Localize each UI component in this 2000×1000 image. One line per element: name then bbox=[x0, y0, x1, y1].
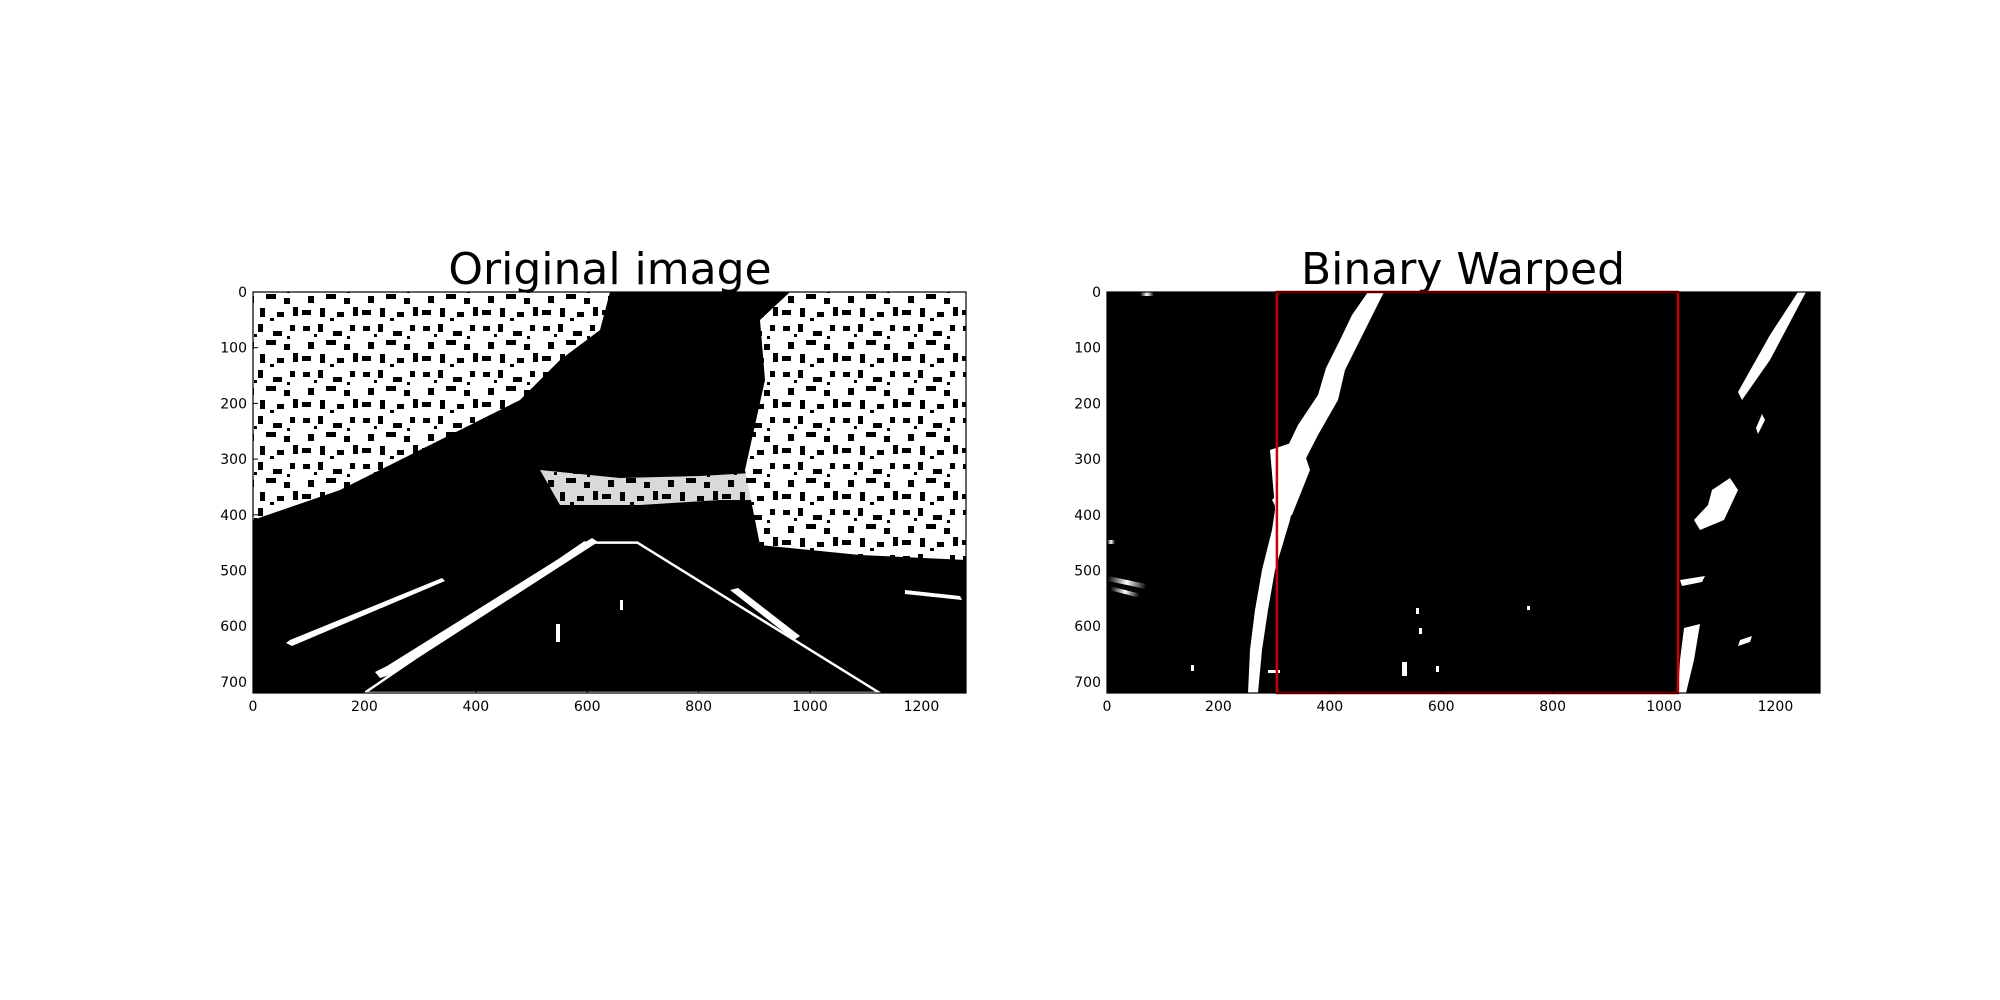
right-lane-blob bbox=[1694, 478, 1738, 530]
edge-streak bbox=[1106, 575, 1147, 590]
y-tick-label: 200 bbox=[1074, 396, 1101, 412]
y-tick-label: 100 bbox=[1074, 341, 1101, 357]
x-tick-label: 1000 bbox=[1646, 699, 1682, 715]
x-tick-label: 0 bbox=[1103, 699, 1112, 715]
x-tick-label: 800 bbox=[1539, 699, 1566, 715]
x-tick-label: 600 bbox=[1428, 699, 1455, 715]
horizon-clutter bbox=[540, 470, 800, 505]
y-tick-label: 300 bbox=[220, 452, 247, 468]
binary-warped-raster bbox=[1106, 292, 1820, 693]
lane-paint-far-right bbox=[905, 590, 962, 600]
road-speck bbox=[1419, 628, 1422, 634]
original-image-title: Original image bbox=[448, 244, 771, 295]
road-speck bbox=[1268, 670, 1280, 673]
image-background bbox=[1107, 292, 1820, 693]
binary-warped-ticks: 0 200 400 600 800 1000 1200 0 100 200 300 400 500 600… bbox=[1074, 285, 1793, 715]
binary-warped-title: Binary Warped bbox=[1301, 244, 1625, 295]
right-lane-blob bbox=[1680, 576, 1705, 586]
lane-paint-right bbox=[730, 588, 800, 640]
x-tick-label: 1000 bbox=[792, 699, 828, 715]
y-tick-label: 600 bbox=[220, 619, 247, 635]
right-lane-blob bbox=[1738, 636, 1752, 646]
y-tick-label: 0 bbox=[1092, 285, 1101, 301]
y-tick-label: 700 bbox=[1074, 675, 1101, 691]
y-tick-label: 400 bbox=[220, 508, 247, 524]
axes-frame bbox=[1106, 291, 1821, 694]
y-tick-label: 700 bbox=[220, 675, 247, 691]
y-tick-label: 500 bbox=[1074, 563, 1101, 579]
y-tick-label: 300 bbox=[1074, 452, 1101, 468]
x-tick-label: 400 bbox=[1316, 699, 1343, 715]
x-tick-label: 200 bbox=[1205, 699, 1232, 715]
y-tick-label: 600 bbox=[1074, 619, 1101, 635]
road-speck bbox=[620, 600, 623, 610]
left-lane-line bbox=[1248, 292, 1384, 693]
x-tick-label: 400 bbox=[462, 699, 489, 715]
y-tick-label: 0 bbox=[238, 285, 247, 301]
y-tick-label: 100 bbox=[220, 341, 247, 357]
road-speck bbox=[1191, 665, 1194, 671]
lane-paint-left-1 bbox=[375, 538, 598, 678]
axes-frame bbox=[252, 291, 967, 694]
y-tick-label: 500 bbox=[220, 563, 247, 579]
original-image-ticks: 0 200 400 600 800 1000 1200 0 100 200 300 400 500 600… bbox=[220, 285, 939, 715]
binary-warped-panel: Binary Warped bbox=[1074, 244, 1821, 715]
right-lane-line bbox=[1738, 292, 1806, 400]
x-tick-label: 1200 bbox=[1758, 699, 1794, 715]
x-tick-label: 1200 bbox=[904, 699, 940, 715]
road-speck bbox=[1527, 606, 1530, 610]
x-tick-label: 600 bbox=[574, 699, 601, 715]
road-speck bbox=[1416, 608, 1419, 614]
noise-region-left bbox=[253, 292, 610, 520]
edge-streak bbox=[1107, 540, 1115, 544]
x-tick-label: 800 bbox=[685, 699, 712, 715]
original-image-raster bbox=[253, 292, 966, 693]
y-tick-label: 400 bbox=[1074, 508, 1101, 524]
road-speck bbox=[1436, 666, 1439, 672]
x-tick-label: 0 bbox=[249, 699, 258, 715]
road-speck bbox=[1402, 662, 1407, 676]
noise-region-right bbox=[745, 292, 966, 560]
original-image-panel: Original image 0 200 400 600 800 1000 1200 0 100… bbox=[220, 244, 967, 715]
x-tick-label: 200 bbox=[351, 699, 378, 715]
right-lane-blob bbox=[1678, 624, 1700, 693]
lane-paint-left-2 bbox=[286, 578, 445, 646]
edge-streak bbox=[1109, 586, 1141, 598]
right-lane-blob bbox=[1756, 414, 1765, 434]
y-tick-label: 200 bbox=[220, 396, 247, 412]
top-streak bbox=[1140, 292, 1154, 296]
road-speck bbox=[556, 624, 560, 642]
